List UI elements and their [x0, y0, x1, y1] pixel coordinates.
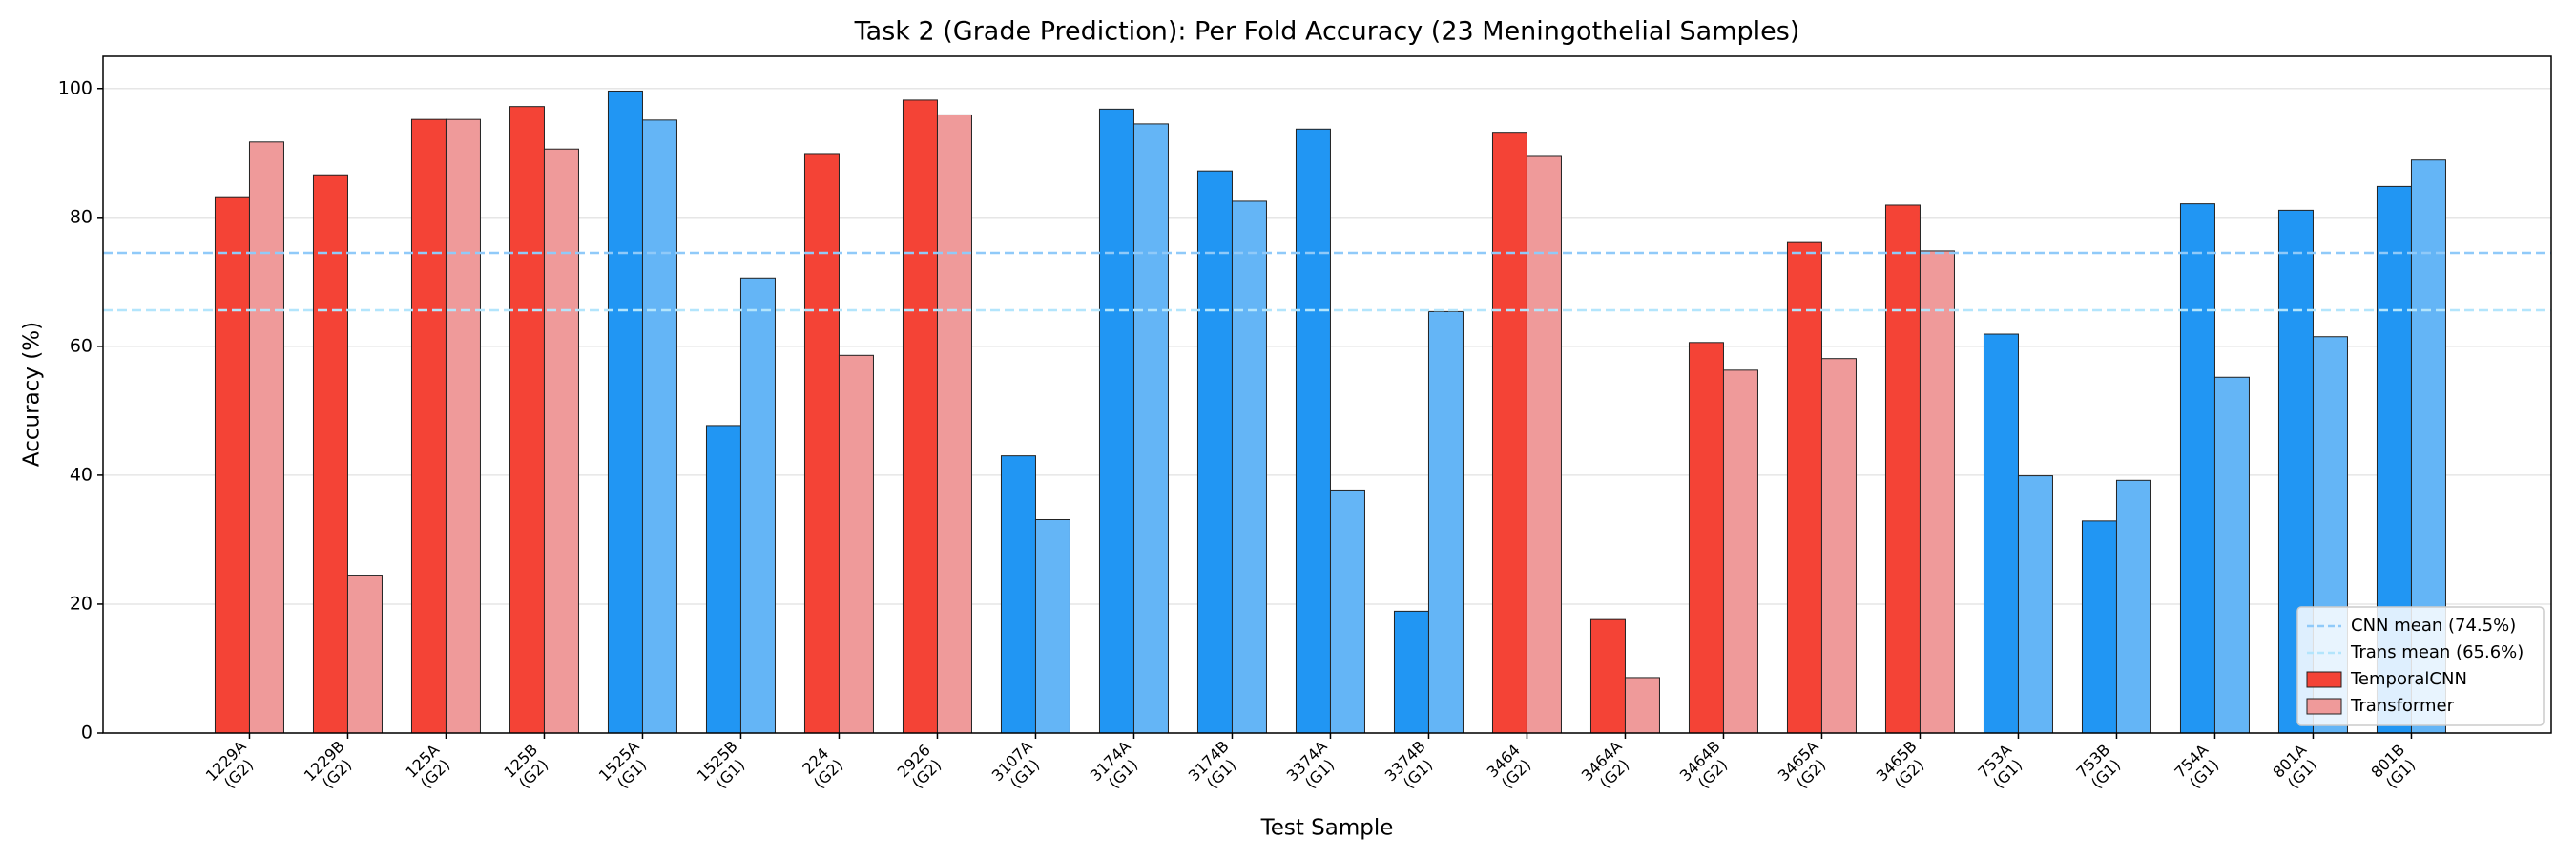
y-tick-label: 20 [70, 593, 93, 614]
legend-label: Transformer [2350, 696, 2455, 716]
bar [543, 148, 579, 734]
x-tick-label: 3174A(G1) [1086, 737, 1146, 797]
bar [1983, 333, 2019, 734]
bar [936, 114, 972, 734]
y-tick-label: 100 [58, 77, 93, 98]
bar [607, 90, 643, 734]
x-axis-label: Test Sample [1260, 816, 1394, 841]
legend-swatch [2306, 698, 2342, 715]
legend-box [2296, 606, 2545, 726]
bar [838, 354, 874, 734]
bar [803, 153, 840, 734]
bar [641, 119, 677, 734]
x-tick-label: 3465B(G2) [1872, 737, 1932, 797]
bar [1231, 200, 1267, 734]
x-tick-label: 2926(G2) [893, 741, 946, 794]
x-tick-label: 3464(G2) [1483, 741, 1536, 794]
bar [1526, 155, 1562, 734]
bar [902, 99, 938, 734]
bar [346, 575, 383, 734]
x-tick-label: 1229A(G2) [201, 737, 261, 797]
bar [2179, 203, 2215, 734]
bar [445, 118, 481, 734]
y-tick-label: 80 [70, 206, 93, 227]
bar [2213, 376, 2250, 734]
x-tick-label: 224(G2) [797, 743, 846, 792]
y-tick-label: 40 [70, 464, 93, 485]
plot-frame [102, 55, 2552, 734]
bar [1000, 455, 1036, 734]
bar [705, 425, 741, 734]
bar [1491, 132, 1527, 734]
legend-label: CNN mean (74.5%) [2351, 616, 2516, 636]
x-tick-label: 3107A(G1) [987, 737, 1048, 797]
x-tick-label: 3464A(G2) [1577, 737, 1637, 797]
bar [1295, 128, 1331, 734]
bar [248, 141, 284, 734]
x-tick-label: 3465A(G2) [1774, 737, 1834, 797]
bar [1688, 342, 1724, 734]
bar [214, 196, 250, 734]
bar [1624, 677, 1660, 734]
bar [739, 277, 776, 734]
legend-label: Trans mean (65.6%) [2350, 642, 2524, 662]
x-tick-label: 801B(G1) [2367, 741, 2420, 794]
bar [1196, 170, 1233, 734]
bar [509, 106, 545, 734]
legend-swatch [2306, 671, 2342, 688]
bar [1884, 204, 1921, 734]
bar [1820, 358, 1857, 734]
bar [410, 118, 447, 734]
bar [2017, 475, 2053, 734]
y-tick-label: 0 [81, 723, 93, 744]
bar [2081, 520, 2117, 734]
bar [1132, 123, 1169, 734]
bar [2115, 479, 2151, 734]
x-tick-label: 3464B(G2) [1675, 737, 1735, 797]
x-tick-label: 1525B(G1) [693, 737, 753, 797]
x-tick-label: 754A(G1) [2171, 741, 2224, 794]
bar [1786, 241, 1822, 734]
bar [312, 174, 348, 734]
bar [1427, 310, 1464, 734]
x-tick-label: 3374A(G1) [1282, 737, 1342, 797]
x-tick-label: 1525A(G1) [594, 737, 654, 797]
bar [1722, 369, 1758, 734]
bar [1098, 108, 1134, 734]
legend-label: TemporalCNN [2350, 669, 2467, 689]
x-tick-label: 753B(G1) [2072, 741, 2126, 794]
y-axis-label: Accuracy (%) [20, 322, 45, 467]
bar [1329, 489, 1365, 734]
chart-title: Task 2 (Grade Prediction): Per Fold Accu… [854, 17, 1800, 47]
y-tick-label: 60 [70, 335, 93, 356]
x-tick-label: 3374B(G1) [1381, 737, 1441, 797]
bar [1393, 610, 1429, 734]
x-tick-label: 3174B(G1) [1184, 737, 1244, 797]
x-tick-label: 125B(G2) [500, 741, 553, 794]
x-tick-label: 125A(G2) [402, 741, 455, 794]
x-tick-label: 1229B(G2) [300, 737, 360, 797]
x-tick-label: 753A(G1) [1974, 741, 2027, 794]
bar [1034, 518, 1070, 734]
x-tick-label: 801A(G1) [2269, 741, 2322, 794]
bar [1919, 250, 1955, 734]
bar [1589, 618, 1626, 734]
